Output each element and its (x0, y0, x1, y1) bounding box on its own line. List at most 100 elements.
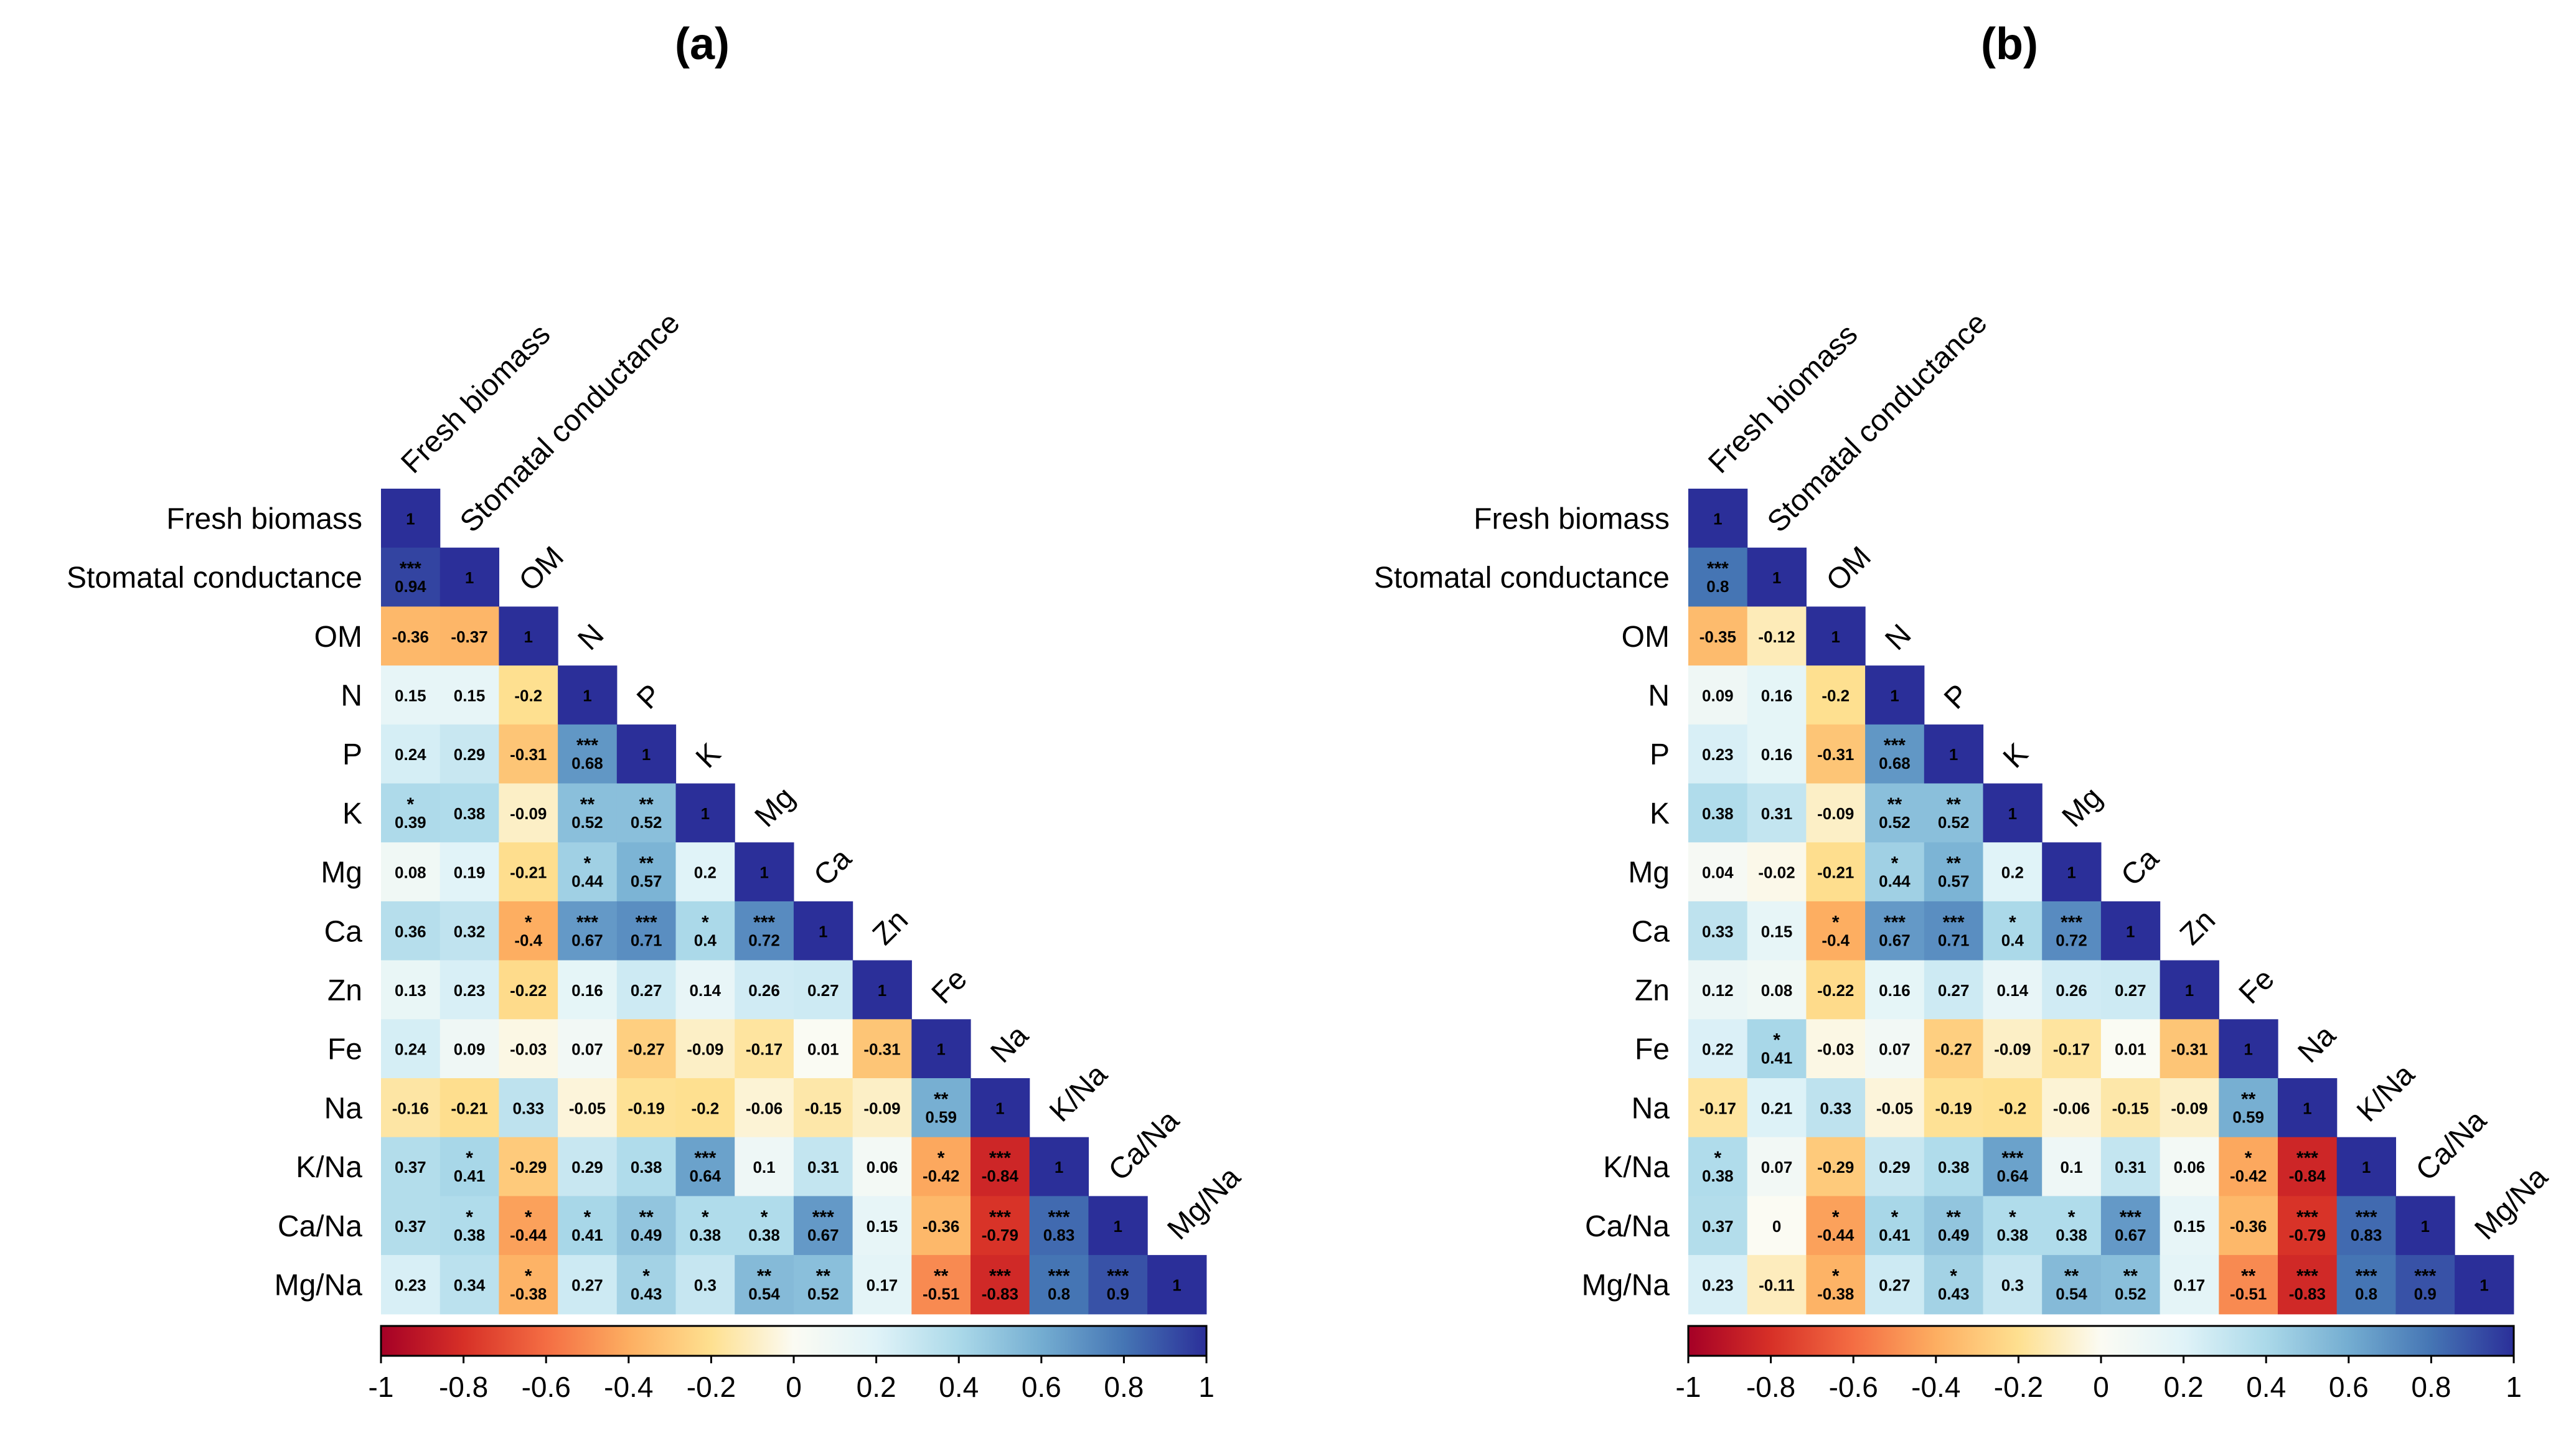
heatmap-cell (499, 960, 558, 1020)
heatmap-cell (1747, 960, 1807, 1020)
cell-value: -0.12 (1758, 627, 1795, 646)
column-label: K (1997, 737, 2034, 774)
cell-value: 0.38 (690, 1226, 722, 1244)
cell-value: 0.27 (807, 981, 839, 1000)
heatmap-cell (2042, 1078, 2102, 1138)
cell-significance: *** (2414, 1266, 2436, 1286)
column-label: Mg/Na (2468, 1160, 2554, 1246)
cell-value: 1 (2185, 981, 2194, 1000)
cell-significance: ** (1946, 794, 1961, 815)
cell-value: 0.27 (631, 981, 662, 1000)
row-label: K (342, 797, 362, 830)
cell-value: 0.29 (1879, 1158, 1911, 1177)
heatmap-cell (1983, 1255, 2042, 1315)
heatmap-cell (2100, 1255, 2161, 1315)
panel-title: (a) (675, 19, 730, 69)
heatmap-cell (2100, 901, 2161, 961)
cell-significance: * (1832, 1207, 1840, 1228)
heatmap-cell (499, 842, 558, 902)
cell-value: 0.67 (571, 931, 603, 949)
cell-value: 1 (1114, 1217, 1122, 1236)
cell-value: -0.09 (1817, 804, 1854, 823)
cell-value: 0.67 (2115, 1226, 2146, 1244)
heatmap-cell (2160, 1255, 2219, 1315)
heatmap-cell (675, 1255, 735, 1315)
cell-value: -0.09 (2171, 1099, 2207, 1117)
heatmap-cell (1865, 1255, 1925, 1315)
heatmap-cell (675, 960, 735, 1020)
heatmap-cell (1029, 1137, 1089, 1196)
cell-value: 0.14 (1997, 981, 2029, 1000)
row-label: K/Na (296, 1151, 362, 1184)
cell-value: 0.54 (2056, 1284, 2087, 1303)
heatmap-cell (440, 1078, 499, 1138)
cell-value: 0.39 (395, 813, 426, 832)
heatmap-cell (793, 1019, 853, 1079)
heatmap-cell (1029, 1255, 1089, 1315)
heatmap-cell (1806, 960, 1866, 1020)
heatmap-cell (852, 1255, 912, 1315)
column-label: Ca (2115, 842, 2165, 893)
heatmap-cell (911, 1255, 971, 1315)
row-label: N (341, 679, 362, 712)
cell-value: 0.01 (807, 1040, 839, 1059)
cell-value: 0.67 (1879, 931, 1911, 949)
cell-value: -0.17 (1699, 1099, 1736, 1117)
heatmap-cell (499, 1137, 558, 1196)
cell-value: 0 (1772, 1217, 1781, 1236)
cell-value: 1 (1055, 1158, 1063, 1177)
cell-value: -0.36 (923, 1217, 959, 1236)
heatmap-cell (1983, 901, 2042, 961)
heatmap-cell (2336, 1196, 2396, 1256)
cell-value: 0.83 (2351, 1226, 2382, 1244)
cell-value: 0.08 (395, 863, 426, 882)
cell-value: 0.41 (1879, 1226, 1911, 1244)
heatmap-cell (1688, 1019, 1748, 1079)
row-label: P (1650, 738, 1670, 771)
heatmap-cell (499, 606, 558, 666)
cell-value: 1 (1831, 627, 1840, 646)
heatmap-cell (2278, 1196, 2338, 1256)
heatmap-cell (675, 1078, 735, 1138)
cell-value: 0.38 (1702, 1167, 1734, 1185)
column-label: K (690, 737, 727, 774)
cell-value: -0.83 (982, 1284, 1018, 1303)
heatmap-cell (440, 842, 499, 902)
row-label: K/Na (1603, 1151, 1670, 1184)
row-label: P (342, 738, 362, 771)
cell-value: 1 (1172, 1276, 1181, 1294)
cell-value: 1 (819, 922, 827, 941)
cell-value: 0.37 (1702, 1217, 1734, 1236)
cell-value: 0.1 (2060, 1158, 2082, 1177)
heatmap-cell (793, 1078, 853, 1138)
heatmap-cell (499, 783, 558, 843)
heatmap-cell (675, 901, 735, 961)
cell-value: 0.33 (512, 1099, 544, 1117)
cell-value: -0.84 (2289, 1167, 2326, 1185)
cell-value: 0.52 (631, 813, 662, 832)
heatmap-cell (616, 842, 677, 902)
cell-value: 0.52 (807, 1284, 839, 1303)
heatmap-cell (2042, 1019, 2102, 1079)
colorbar-tick-label: 0.8 (1104, 1371, 1144, 1403)
colorbar-tick-label: 0.6 (2329, 1371, 2369, 1403)
column-label: Stomatal conductance (1761, 306, 1993, 538)
heatmap-cell (1865, 665, 1925, 725)
cell-value: 0.09 (1702, 686, 1734, 705)
cell-value: 0.16 (1761, 745, 1793, 764)
cell-value: 0.44 (571, 872, 603, 891)
cell-significance: * (1891, 853, 1899, 874)
cell-value: 0.23 (454, 981, 486, 1000)
cell-significance: * (1950, 1266, 1957, 1286)
cell-value: 1 (2421, 1217, 2430, 1236)
heatmap-cell (1806, 1255, 1866, 1315)
cell-value: 1 (2480, 1276, 2488, 1294)
cell-value: 1 (1949, 745, 1958, 764)
cell-value: -0.31 (510, 745, 547, 764)
cell-value: 0.4 (694, 931, 717, 949)
cell-value: 0.21 (1761, 1099, 1793, 1117)
cell-value: 0.27 (571, 1276, 603, 1294)
cell-value: 0.31 (1761, 804, 1793, 823)
heatmap-cell (1747, 547, 1807, 607)
cell-value: -0.22 (510, 981, 547, 1000)
